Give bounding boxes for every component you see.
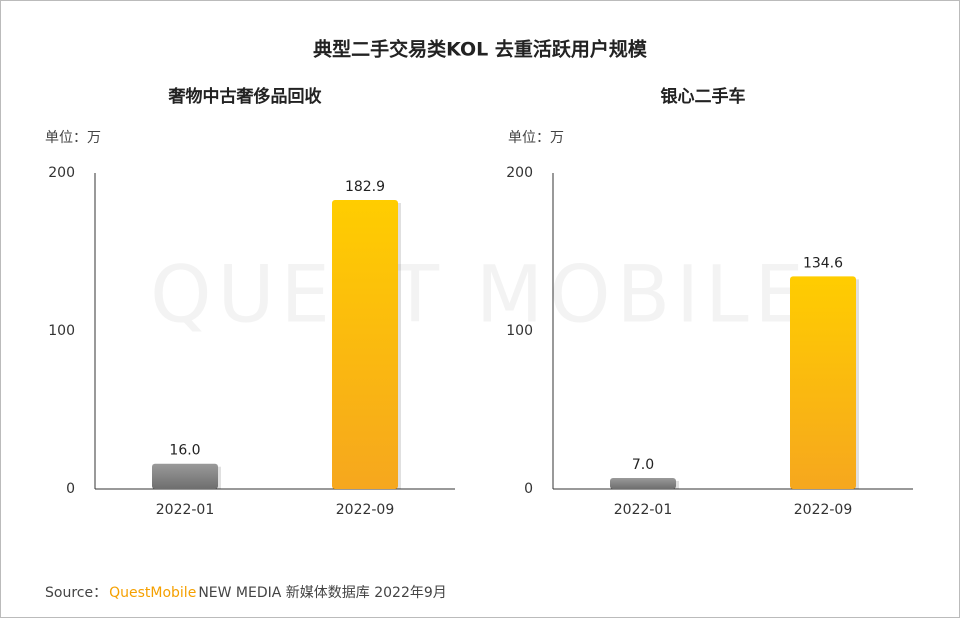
- bar: [610, 477, 676, 489]
- y-tick-label: 200: [506, 165, 533, 181]
- y-tick-label: 0: [524, 481, 533, 497]
- value-label: 16.0: [169, 443, 200, 459]
- source-label: Source：: [45, 585, 107, 601]
- x-tick-label: 2022-01: [614, 502, 673, 518]
- value-label: 134.6: [803, 255, 843, 271]
- y-tick-label: 0: [66, 481, 75, 497]
- source: Source： QuestMobile NEW MEDIA 新媒体数据库 2022年…: [45, 585, 447, 601]
- x-tick-label: 2022-01: [156, 502, 215, 518]
- y-tick-label: 100: [48, 323, 75, 339]
- y-tick-label: 200: [48, 165, 75, 181]
- bar: [152, 463, 218, 489]
- source-text: NEW MEDIA 新媒体数据库 2022年9月: [198, 585, 446, 601]
- source-brand: QuestMobile: [109, 585, 196, 601]
- x-tick-label: 2022-09: [336, 502, 395, 518]
- unit-label: 单位：万: [508, 130, 564, 146]
- value-label: 182.9: [345, 179, 385, 195]
- unit-label: 单位：万: [45, 130, 101, 146]
- chart-title: 银心二手车: [661, 86, 746, 107]
- bar: [790, 276, 856, 489]
- value-label: 7.0: [632, 457, 654, 473]
- bar: [332, 200, 398, 489]
- chart-title: 奢物中古奢侈品回收: [168, 86, 322, 107]
- watermark: QUEST MOBILE: [150, 250, 810, 340]
- y-tick-label: 100: [506, 323, 533, 339]
- main-title: 典型二手交易类KOL 去重活跃用户规模: [313, 38, 648, 61]
- x-tick-label: 2022-09: [794, 502, 853, 518]
